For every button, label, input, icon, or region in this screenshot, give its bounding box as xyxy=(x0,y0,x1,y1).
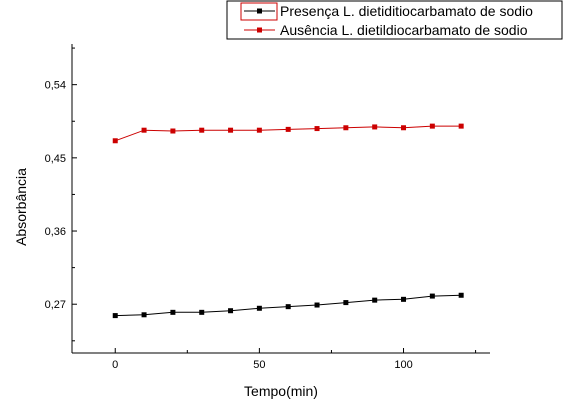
data-point xyxy=(372,124,378,130)
data-point xyxy=(112,313,118,319)
data-point xyxy=(199,127,205,133)
x-tick-label: 0 xyxy=(112,359,118,371)
x-axis-label: Tempo(min) xyxy=(244,383,318,399)
legend-highlight-frame xyxy=(240,2,278,21)
data-point xyxy=(429,293,435,299)
y-axis-ticks: 0,27 0,36 0,45 0,54 xyxy=(45,47,77,342)
plot-frame xyxy=(71,44,490,354)
data-point xyxy=(256,305,262,311)
legend-box xyxy=(226,0,563,40)
legend-marker xyxy=(257,8,262,14)
y-axis-label: Absorbância xyxy=(13,168,29,246)
y-tick-label: 0,36 xyxy=(45,226,66,238)
data-point xyxy=(141,127,147,133)
legend-label: Ausência L. dietildiocarbamato de sodio xyxy=(280,22,528,38)
data-point xyxy=(343,300,349,306)
legend-label: Presença L. dietiditiocarbamato de sodio xyxy=(280,3,533,19)
series-2 xyxy=(112,123,464,144)
x-tick-label: 100 xyxy=(394,359,412,371)
legend-items: Presença L. dietiditiocarbamato de sodio… xyxy=(244,3,533,38)
y-tick-label: 0,27 xyxy=(45,299,66,311)
y-tick-label: 0,45 xyxy=(45,153,66,165)
data-point xyxy=(228,127,234,133)
x-tick-label: 50 xyxy=(253,359,265,371)
data-point xyxy=(141,312,147,318)
data-point xyxy=(256,127,262,133)
series-1 xyxy=(112,292,464,319)
data-point xyxy=(314,302,320,308)
data-point xyxy=(372,297,378,303)
data-point xyxy=(112,138,118,144)
data-point xyxy=(401,125,407,131)
legend: Presença L. dietiditiocarbamato de sodio… xyxy=(226,0,563,40)
legend-marker xyxy=(257,27,262,33)
data-point xyxy=(429,123,435,129)
data-point xyxy=(314,126,320,132)
data-point xyxy=(285,126,291,132)
data-point xyxy=(458,292,464,298)
data-point xyxy=(458,123,464,129)
data-point xyxy=(170,309,176,315)
data-point xyxy=(199,309,205,315)
data-point xyxy=(343,125,349,131)
x-axis-ticks: 0 50 100 xyxy=(112,348,477,371)
y-tick-label: 0,54 xyxy=(45,80,66,92)
data-point xyxy=(228,308,234,314)
data-point xyxy=(170,128,176,134)
data-point xyxy=(285,304,291,310)
series-layer xyxy=(112,123,464,319)
data-point xyxy=(401,296,407,302)
